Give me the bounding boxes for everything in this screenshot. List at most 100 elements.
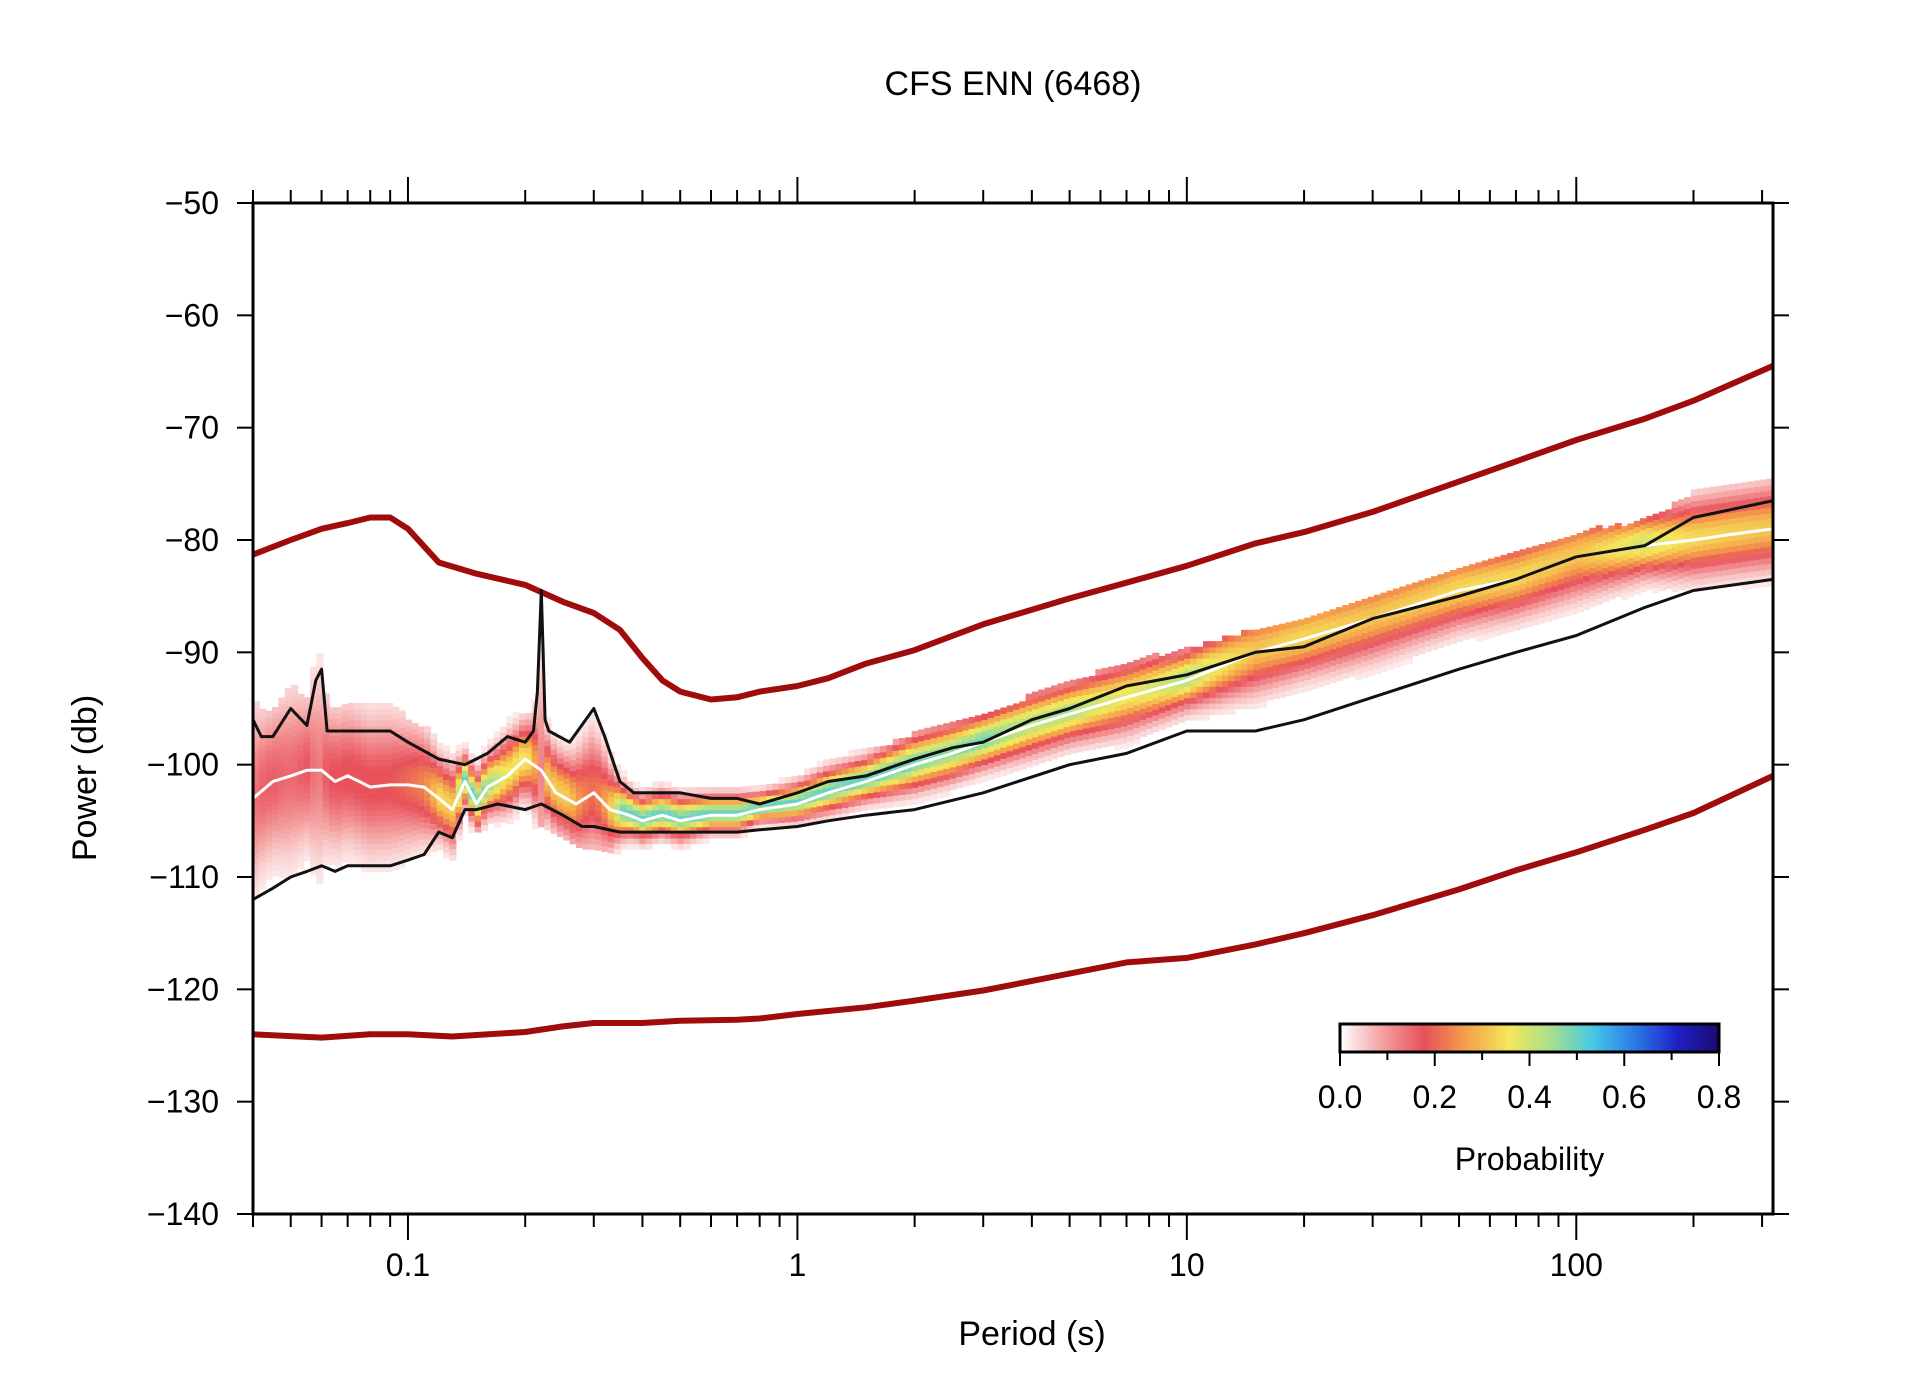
density-cell (1374, 650, 1382, 658)
density-cell (297, 710, 305, 718)
y-tick-label: −90 (165, 634, 219, 670)
density-cell (595, 771, 603, 778)
density-cell (506, 817, 514, 825)
density-cell (1652, 553, 1660, 560)
density-cell (1684, 502, 1692, 510)
density-cell (1697, 488, 1705, 495)
density-cell (1722, 529, 1730, 537)
density-cell (1475, 573, 1483, 580)
density-cell (816, 771, 824, 779)
density-cell (1006, 716, 1014, 724)
density-cell (1355, 634, 1363, 642)
density-cell (1380, 603, 1388, 611)
density-cell (360, 860, 368, 867)
density-cell (538, 798, 546, 805)
density-cell (1754, 536, 1762, 544)
density-cell (303, 702, 311, 710)
density-cell (823, 809, 831, 817)
density-cell (259, 770, 267, 777)
density-cell (379, 770, 387, 777)
density-cell (1336, 635, 1344, 642)
density-cell (506, 800, 514, 808)
density-cell (899, 738, 907, 745)
density-cell (582, 736, 590, 743)
density-cell (1766, 557, 1773, 564)
density-cell (272, 757, 280, 765)
density-cell (772, 800, 780, 807)
density-cell (386, 742, 394, 749)
density-cell (310, 779, 318, 786)
density-cell (506, 750, 514, 757)
density-cell (1475, 562, 1483, 569)
density-cell (1412, 627, 1420, 634)
density-cell (1412, 587, 1420, 595)
density-cell (1494, 612, 1502, 620)
density-cell (1431, 615, 1439, 622)
density-cell (449, 809, 457, 816)
density-cell (360, 764, 368, 772)
density-cell (1222, 708, 1230, 715)
density-cell (1526, 598, 1534, 605)
density-cell (265, 716, 273, 723)
density-cell (1608, 587, 1616, 594)
density-cell (1196, 691, 1204, 699)
density-cell (1659, 545, 1667, 552)
density-cell (1716, 485, 1724, 493)
density-cell (272, 718, 280, 725)
density-cell (379, 742, 387, 749)
density-cell (1697, 510, 1705, 518)
density-cell (303, 832, 311, 839)
density-cell (303, 730, 311, 738)
density-cell (1418, 636, 1426, 643)
density-cell (411, 812, 419, 820)
density-cell (538, 804, 546, 811)
density-cell (405, 848, 413, 856)
density-cell (1532, 585, 1540, 592)
density-cell (620, 832, 628, 839)
density-cell (348, 770, 356, 777)
density-cell (626, 803, 634, 811)
density-cell (297, 823, 305, 830)
density-cell (962, 724, 970, 731)
density-cell (1025, 704, 1033, 712)
density-cell (443, 745, 451, 752)
density-cell (253, 802, 261, 809)
density-cell (626, 781, 634, 788)
density-cell (810, 778, 818, 786)
density-cell (310, 745, 318, 752)
density-cell (1418, 580, 1426, 587)
density-cell (778, 788, 786, 795)
density-cell (1361, 604, 1369, 611)
density-cell (1519, 571, 1527, 579)
density-cell (329, 780, 337, 787)
density-cell (1215, 708, 1223, 715)
density-cell (1279, 651, 1287, 659)
density-cell (544, 812, 552, 820)
density-cell (753, 818, 761, 826)
density-cell (1120, 697, 1128, 705)
density-cell (740, 831, 748, 838)
density-cell (1665, 576, 1673, 584)
density-cell (1361, 632, 1369, 639)
density-cell (474, 809, 482, 816)
density-cell (1716, 541, 1724, 549)
density-cell (595, 782, 603, 789)
density-cell (772, 822, 780, 830)
density-cell (386, 753, 394, 760)
density-cell (398, 721, 406, 729)
density-cell (709, 798, 717, 805)
density-cell (417, 743, 425, 750)
density-cell (322, 805, 330, 813)
density-cell (1393, 639, 1401, 646)
density-cell (253, 734, 261, 742)
density-cell (1361, 643, 1369, 651)
density-cell (1608, 581, 1616, 589)
density-cell (911, 792, 919, 800)
density-cell (519, 792, 527, 799)
density-cell (1203, 652, 1211, 659)
density-cell (1741, 549, 1749, 557)
density-cell (449, 769, 457, 777)
density-cell (278, 832, 286, 839)
density-cell (1722, 541, 1730, 548)
density-cell (1006, 733, 1014, 740)
